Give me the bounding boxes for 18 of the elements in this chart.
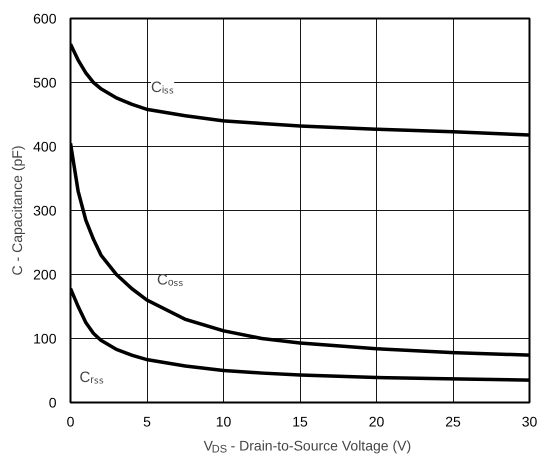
x-tick-label: 10 bbox=[216, 414, 232, 430]
y-tick-label: 100 bbox=[33, 330, 57, 346]
x-tick-label: 0 bbox=[66, 414, 75, 430]
series-label: Cᵢₛₛ bbox=[151, 78, 174, 96]
y-axis-title: C - Capacitance (pF) bbox=[9, 146, 26, 276]
series-label: Cᵣₛₛ bbox=[79, 368, 104, 386]
x-tick-label: 30 bbox=[522, 414, 538, 430]
y-tick-label: 300 bbox=[33, 202, 57, 218]
x-tick-label: 15 bbox=[292, 414, 308, 430]
series-label: Cₒₛₛ bbox=[157, 272, 184, 289]
x-tick-label: 20 bbox=[368, 414, 384, 430]
y-tick-label: 0 bbox=[48, 394, 57, 410]
y-tick-label: 400 bbox=[33, 138, 57, 154]
y-tick-label: 500 bbox=[33, 74, 57, 90]
x-tick-label: 5 bbox=[143, 414, 152, 430]
y-tick-label: 600 bbox=[33, 10, 57, 26]
y-tick-label: 200 bbox=[33, 266, 57, 282]
x-tick-label: 25 bbox=[445, 414, 461, 430]
